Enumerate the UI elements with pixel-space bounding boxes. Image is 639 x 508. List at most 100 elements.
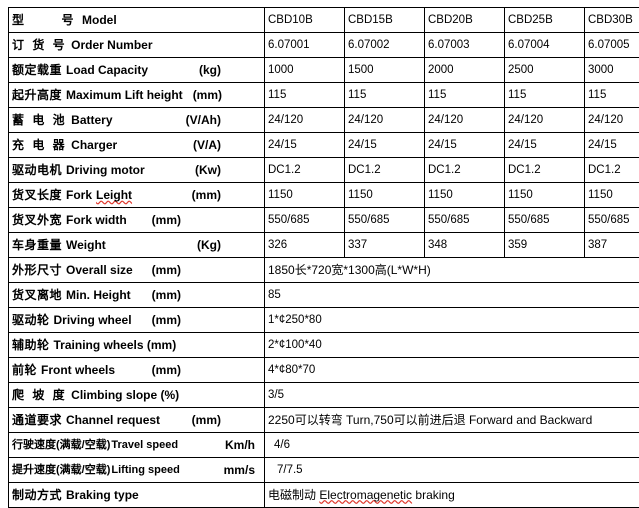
cell-value: DC1.2 (505, 158, 585, 183)
cell-value: CBD20B (425, 8, 505, 33)
cell-value: CBD10B (265, 8, 345, 33)
table-row: 爬 坡 度 Climbing slope (%) 3/5 (9, 383, 639, 408)
label-unit: (mm) (152, 209, 261, 231)
cell-value: 1000 (265, 58, 345, 83)
label-chinese: 货叉长度 (12, 184, 62, 206)
cell-value: 326 (265, 233, 345, 258)
cell-value: 6.07004 (505, 33, 585, 58)
cell-value: 115 (345, 83, 425, 108)
label-english: Order Number (71, 34, 152, 56)
cell-value: 6.07002 (345, 33, 425, 58)
row-label-load-capacity: 额定载重 Load Capacity (kg) (9, 58, 265, 83)
value-text: 6.07003 (428, 39, 470, 51)
value-text: 24/120 (508, 114, 543, 126)
row-label-min-height: 货叉离地 Min. Height (mm) (9, 283, 265, 308)
table-row: 驱动电机 Driving motor (Kw) DC1.2 DC1.2 DC1.… (9, 158, 639, 183)
value-text: 348 (428, 239, 447, 251)
value-text: 24/15 (348, 139, 377, 151)
label-english: Min. Height (66, 284, 131, 306)
cell-value: 1150 (505, 183, 585, 208)
value-text-tail: braking (412, 488, 455, 502)
value-text: 359 (508, 239, 527, 251)
label-english: Driving wheel (54, 309, 132, 331)
table-row: 货叉长度 Fork Leight (mm) 1150 1150 1150 115… (9, 183, 639, 208)
label-english: Fork width (66, 209, 127, 231)
value-text: 115 (348, 89, 366, 101)
table-row: 驱动轮 Driving wheel (mm) 1*¢250*80 (9, 308, 639, 333)
cell-value: 115 (425, 83, 505, 108)
label-chinese: 驱动电机 (12, 159, 62, 181)
value-text: 115 (428, 89, 446, 101)
cell-value: 24/120 (505, 108, 585, 133)
label-chinese: 前轮 (12, 359, 37, 381)
cell-value: 6.07005 (585, 33, 639, 58)
value-text: 6.07004 (508, 39, 550, 51)
table-row: 辅助轮 Training wheels (mm) 2*¢100*40 (9, 333, 639, 358)
table-row: 货叉离地 Min. Height (mm) 85 (9, 283, 639, 308)
cell-value-merged: 85 (265, 283, 639, 308)
label-unit: (V/A) (193, 134, 261, 156)
cell-value: 115 (585, 83, 639, 108)
label-unit: (mm) (192, 184, 261, 206)
value-text: 24/120 (428, 114, 463, 126)
cell-value: 1150 (585, 183, 639, 208)
value-text: DC1.2 (348, 164, 381, 176)
label-chinese: 制动方式 (12, 484, 62, 506)
cell-value: 359 (505, 233, 585, 258)
table-row: 起升高度 Maximum Lift height (mm) 115 115 11… (9, 83, 639, 108)
cell-value: DC1.2 (585, 158, 639, 183)
cell-value-merged: 2*¢100*40 (265, 333, 639, 358)
cell-value: 3000 (585, 58, 639, 83)
label-unit: (mm) (152, 359, 261, 381)
label-unit: (mm) (152, 259, 261, 281)
label-unit: mm/s (224, 459, 261, 481)
cell-value: 24/15 (585, 133, 639, 158)
value-text: 24/120 (588, 114, 623, 126)
value-text: 1500 (348, 64, 374, 76)
value-text: 550/685 (428, 214, 470, 226)
value-text: 1150 (508, 189, 533, 201)
cell-value: CBD15B (345, 8, 425, 33)
table-row: 车身重量 Weight (Kg) 326 337 348 359 387 (9, 233, 639, 258)
label-unit: (Kw) (195, 159, 261, 181)
cell-value: 1150 (345, 183, 425, 208)
table-row: 通道要求 Channel request (mm) 2250可以转弯 Turn,… (9, 408, 639, 433)
label-english: Charger (71, 134, 117, 156)
label-chinese: 起升高度 (12, 84, 62, 106)
value-text: 337 (348, 239, 367, 251)
cell-value: 1500 (345, 58, 425, 83)
value-text: DC1.2 (268, 164, 301, 176)
value-text: 24/15 (588, 139, 617, 151)
label-chinese: 提升速度(满载/空载) (12, 459, 110, 481)
cell-value: 348 (425, 233, 505, 258)
table-row: 前轮 Front wheels (mm) 4*¢80*70 (9, 358, 639, 383)
row-label-order-number: 订 货 号 Order Number (9, 33, 265, 58)
value-text: 85 (268, 289, 281, 301)
value-text: 1000 (268, 64, 294, 76)
cell-value: 24/120 (425, 108, 505, 133)
row-label-training-wheels: 辅助轮 Training wheels (mm) (9, 333, 265, 358)
table-row: 蓄 电 池 Battery (V/Ah) 24/120 24/120 24/12… (9, 108, 639, 133)
label-chinese: 货叉离地 (12, 284, 62, 306)
label-chinese: 订 货 号 (12, 34, 67, 56)
label-unit: (mm) (193, 84, 222, 106)
cell-value: 550/685 (345, 208, 425, 233)
label-chinese: 行驶速度(满载/空载) (12, 434, 110, 456)
label-english: Channel request (66, 409, 160, 431)
label-chinese: 充 电 器 (12, 134, 67, 156)
label-english: Battery (71, 109, 112, 131)
label-chinese: 爬 坡 度 (12, 384, 67, 406)
label-chinese: 外形尺寸 (12, 259, 62, 281)
value-text: 550/685 (268, 214, 310, 226)
row-label-overall-size: 外形尺寸 Overall size (mm) (9, 258, 265, 283)
value-text: CBD30B (588, 14, 633, 26)
table-row: 提升速度(满载/空载) Lifting speed mm/s 7/7.5 (9, 458, 639, 483)
label-chinese: 型 号 (12, 9, 78, 31)
label-chinese: 驱动轮 (12, 309, 50, 331)
value-text: 115 (588, 89, 606, 101)
label-english: Training wheels (mm) (54, 334, 177, 356)
value-text: 1850长*720宽*1300高(L*W*H) (268, 263, 431, 277)
value-text: 6.07001 (268, 39, 310, 51)
cell-value: 115 (265, 83, 345, 108)
label-chinese: 货叉外宽 (12, 209, 62, 231)
